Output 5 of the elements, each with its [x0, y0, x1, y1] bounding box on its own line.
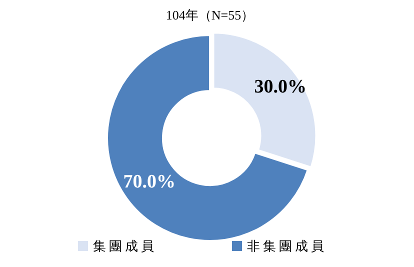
data-label: 30.0% — [254, 76, 307, 98]
legend-label: 集團成員 — [93, 238, 157, 254]
chart-title: 104年（N=55） — [166, 8, 254, 22]
legend-label: 非集團成員 — [247, 238, 327, 254]
data-label: 70.0% — [123, 172, 176, 193]
